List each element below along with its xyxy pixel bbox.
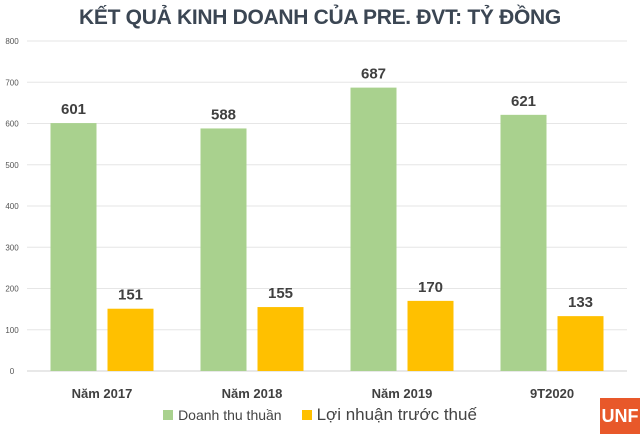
legend-swatch-green bbox=[163, 410, 174, 420]
y-tick-label: 600 bbox=[5, 120, 19, 129]
legend-item-profit: Lợi nhuận trước thuế bbox=[301, 405, 477, 425]
y-tick-label: 800 bbox=[5, 37, 19, 46]
bar bbox=[257, 307, 304, 371]
data-label: 151 bbox=[118, 287, 143, 304]
y-tick-label: 700 bbox=[5, 78, 19, 87]
data-label: 155 bbox=[268, 285, 293, 302]
bar bbox=[557, 316, 604, 371]
unf-logo: UNF bbox=[600, 398, 640, 434]
data-label: 170 bbox=[418, 279, 443, 296]
x-tick-label: 9T2020 bbox=[530, 386, 574, 401]
legend: Doanh thu thuần Lợi nhuận trước thuế bbox=[0, 405, 640, 425]
y-tick-label: 100 bbox=[5, 326, 19, 335]
data-label: 588 bbox=[211, 106, 236, 123]
legend-label: Doanh thu thuần bbox=[178, 407, 282, 423]
data-label: 133 bbox=[568, 294, 593, 311]
bar bbox=[50, 123, 97, 372]
data-label: 687 bbox=[361, 66, 386, 83]
y-tick-label: 500 bbox=[5, 161, 19, 170]
bar bbox=[407, 300, 454, 371]
bar bbox=[200, 128, 247, 371]
data-label: 621 bbox=[511, 93, 536, 110]
y-tick-label: 300 bbox=[5, 243, 19, 252]
legend-swatch-yellow bbox=[301, 410, 312, 420]
legend-label: Lợi nhuận trước thuế bbox=[316, 405, 477, 424]
bar bbox=[107, 308, 154, 371]
chart-title: KẾT QUẢ KINH DOANH CỦA PRE. ĐVT: TỶ ĐỒNG bbox=[79, 6, 561, 29]
data-label: 601 bbox=[61, 101, 86, 118]
x-tick-label: Năm 2019 bbox=[372, 386, 433, 401]
y-tick-label: 0 bbox=[10, 367, 15, 376]
y-tick-label: 200 bbox=[5, 285, 19, 294]
bar bbox=[350, 87, 397, 372]
y-tick-label: 400 bbox=[5, 202, 19, 211]
x-tick-label: Năm 2017 bbox=[72, 386, 133, 401]
legend-item-revenue: Doanh thu thuần bbox=[163, 407, 282, 423]
x-tick-label: Năm 2018 bbox=[222, 386, 283, 401]
bar bbox=[500, 114, 547, 372]
